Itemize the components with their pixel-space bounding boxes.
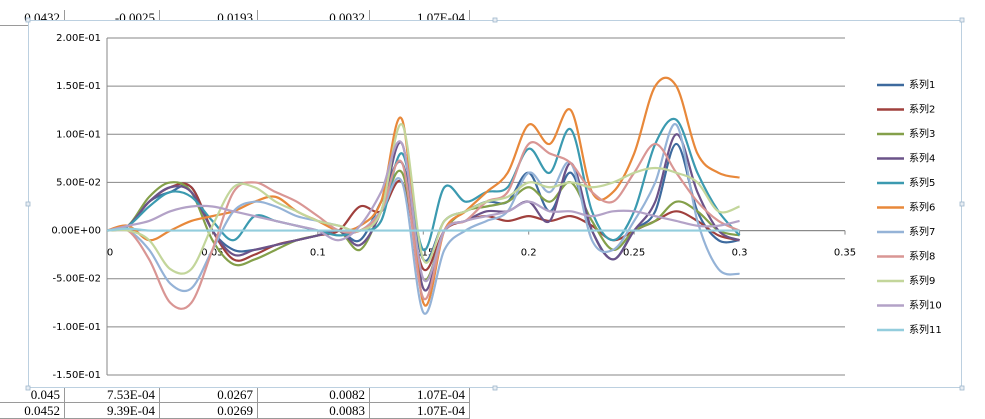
legend-label: 系列4: [909, 152, 935, 165]
x-tick-label: 0.2: [521, 248, 537, 259]
y-tick-label: 0.00E+00: [51, 226, 101, 237]
y-tick-label: -1.50E-01: [52, 370, 101, 381]
resize-handle: [492, 17, 498, 23]
series-line: [106, 123, 740, 275]
legend-label: 系列8: [909, 250, 935, 263]
y-tick-label: 2.00E-01: [56, 33, 101, 44]
y-tick-label: 1.50E-01: [56, 81, 101, 92]
y-tick-label: -5.00E-02: [52, 274, 101, 285]
resize-handle: [959, 201, 965, 207]
legend-label: 系列2: [909, 103, 935, 116]
resize-handle: [959, 17, 965, 23]
legend-label: 系列5: [909, 176, 935, 189]
cell[interactable]: 7.53E-04: [65, 387, 160, 403]
resize-handle: [959, 385, 965, 391]
y-tick-label: 5.00E-02: [56, 177, 101, 188]
resize-handle: [25, 201, 31, 207]
x-tick-label: 0.35: [834, 248, 856, 259]
resize-handle: [25, 385, 31, 391]
x-tick-label: 0.05: [201, 248, 223, 259]
resize-handle: [492, 385, 498, 391]
x-tick-label: 0.25: [623, 248, 645, 259]
series-line: [106, 227, 740, 232]
legend-label: 系列11: [909, 323, 942, 336]
x-tick-label: 0.1: [310, 248, 326, 259]
x-tick-label: 0: [107, 248, 113, 259]
legend-label: 系列3: [909, 127, 935, 140]
legend-label: 系列1: [909, 78, 935, 91]
y-tick-label: -1.00E-01: [52, 322, 101, 333]
y-tick-label: 1.00E-01: [56, 129, 101, 140]
legend-label: 系列10: [909, 299, 942, 312]
cell[interactable]: 0.0267: [160, 387, 258, 403]
legend-label: 系列9: [909, 274, 935, 287]
cell[interactable]: 0.045: [0, 387, 65, 403]
cell[interactable]: 1.07E-04: [370, 387, 470, 403]
legend-label: 系列7: [909, 225, 935, 238]
resize-handle: [25, 17, 31, 23]
x-tick-label: 0.3: [732, 248, 748, 259]
x-tick-label: 0.15: [412, 248, 434, 259]
series-line: [106, 169, 740, 282]
cell[interactable]: 0.0082: [258, 387, 370, 403]
legend-label: 系列6: [909, 201, 935, 214]
series-line: [106, 140, 740, 283]
